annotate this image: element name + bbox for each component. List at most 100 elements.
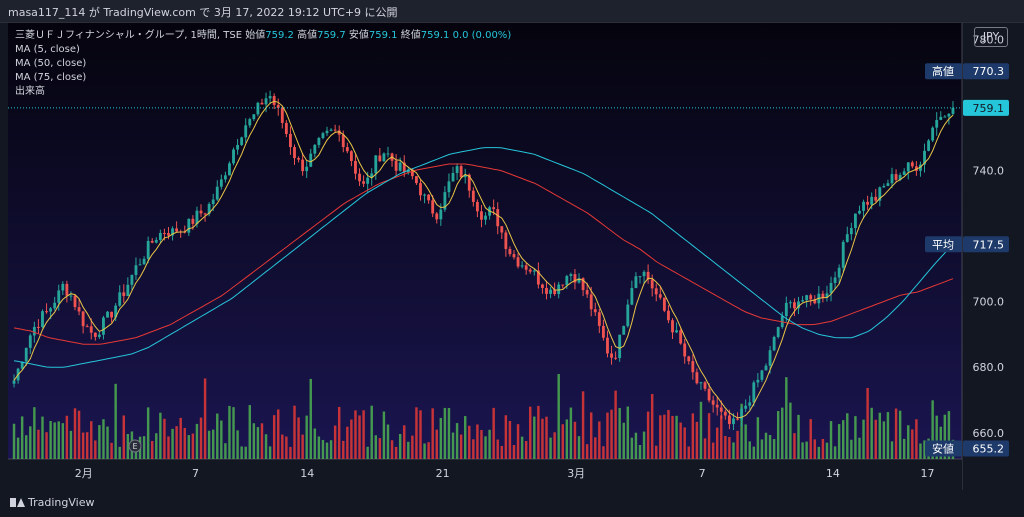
candle-body	[158, 232, 162, 240]
volume-bar	[569, 407, 573, 459]
candle-body	[569, 274, 573, 277]
volume-bar	[565, 419, 569, 459]
low-label: 安値	[348, 30, 369, 41]
indicator-ma5[interactable]: MA (5, close)	[15, 44, 80, 55]
candle-body	[622, 326, 626, 335]
volume-bar	[252, 423, 256, 459]
candle-body	[24, 347, 28, 362]
candle-body	[163, 232, 166, 234]
candle-body	[154, 239, 158, 243]
marker-value: 770.3	[973, 65, 1005, 78]
brand-name: TradingView	[28, 496, 95, 509]
volume-bar	[427, 442, 430, 459]
marker-label: 平均	[932, 238, 954, 251]
volume-bar	[724, 435, 727, 459]
volume-bar	[268, 446, 272, 459]
volume-bar	[825, 442, 829, 459]
volume-bar	[638, 445, 642, 459]
volume-bars	[12, 373, 955, 459]
x-tick-label: 14	[300, 467, 314, 480]
candle-body	[130, 274, 134, 285]
volume-bar	[455, 423, 459, 459]
candle-body	[801, 300, 804, 302]
volume-bar	[618, 408, 621, 459]
volume-bar	[500, 445, 504, 459]
volume-bar	[882, 421, 886, 459]
volume-bar	[878, 412, 882, 459]
volume-bar	[370, 405, 373, 459]
candle-body	[252, 114, 256, 120]
candle-body	[110, 311, 114, 318]
volume-bar	[703, 438, 707, 459]
volume-bar	[602, 446, 605, 459]
volume-bar	[378, 438, 382, 459]
volume-bar	[260, 423, 264, 459]
volume-bar	[118, 446, 121, 459]
candle-body	[768, 350, 772, 366]
volume-bar	[94, 440, 97, 459]
candle-body	[317, 138, 321, 145]
volume-bar	[419, 410, 422, 459]
volume-bar	[752, 446, 756, 459]
volume-bar	[333, 425, 337, 459]
marker-value-bg	[963, 236, 1009, 253]
candle-body	[589, 294, 593, 310]
volume-bar	[317, 436, 321, 459]
candle-body	[776, 327, 780, 337]
volume-bar	[244, 446, 247, 459]
candle-body	[398, 162, 402, 171]
candle-body	[175, 228, 179, 232]
candle-body	[199, 210, 203, 214]
volume-bar	[463, 416, 467, 459]
volume-bar	[683, 427, 686, 459]
volume-bar	[451, 432, 455, 459]
volume-bar	[533, 416, 536, 459]
volume-bar	[642, 431, 646, 459]
candle-body	[784, 302, 788, 317]
candle-body	[793, 302, 796, 309]
tradingview-logo[interactable]: TradingView	[10, 496, 94, 509]
price-chart[interactable]: 660.0 680.0 700.0 740.0 780.0 2月 7 14 21 3月 7 14 17…	[0, 23, 1024, 490]
volume-bar	[329, 440, 333, 459]
candle-body	[293, 147, 296, 159]
indicator-volume[interactable]: 出来高	[15, 86, 45, 97]
candle-body	[504, 232, 508, 249]
volume-bar	[431, 408, 434, 459]
volume-bar	[102, 419, 105, 459]
volume-bar	[504, 415, 508, 459]
candle-body	[309, 153, 313, 167]
candle-body	[541, 284, 544, 288]
candle-body	[699, 382, 703, 384]
volume-bar	[98, 425, 101, 459]
x-axis-ticks: 2月 7 14 21 3月 7 14 17	[75, 467, 935, 480]
volume-bar	[545, 416, 548, 459]
time-axis	[8, 459, 962, 490]
ma5-line	[13, 100, 954, 419]
candle-body	[57, 290, 61, 303]
volume-bar	[146, 407, 150, 459]
candle-body	[142, 258, 146, 265]
candle-body	[947, 113, 951, 117]
candle-body	[890, 174, 894, 184]
candle-body	[232, 149, 235, 164]
candle-body	[528, 269, 532, 272]
currency-button[interactable]: JPY	[974, 27, 1008, 47]
volume-bar	[45, 432, 48, 459]
candle-body	[732, 418, 735, 425]
volume-bar	[585, 444, 589, 459]
candle-body	[264, 98, 268, 105]
volume-bar	[346, 426, 349, 459]
candle-body	[394, 160, 398, 171]
volume-bar	[358, 415, 361, 459]
volume-bar	[354, 410, 357, 459]
candle-body	[748, 402, 752, 406]
candle-body	[451, 173, 455, 182]
candle-body	[20, 361, 24, 369]
volume-bar	[216, 413, 219, 459]
volume-bar	[256, 427, 260, 459]
indicator-ma75[interactable]: MA (75, close)	[15, 72, 87, 83]
candle-body	[536, 270, 540, 285]
indicator-ma50[interactable]: MA (50, close)	[15, 58, 87, 69]
marker-value-bg	[963, 63, 1009, 80]
event-icon[interactable]: E	[128, 439, 142, 453]
